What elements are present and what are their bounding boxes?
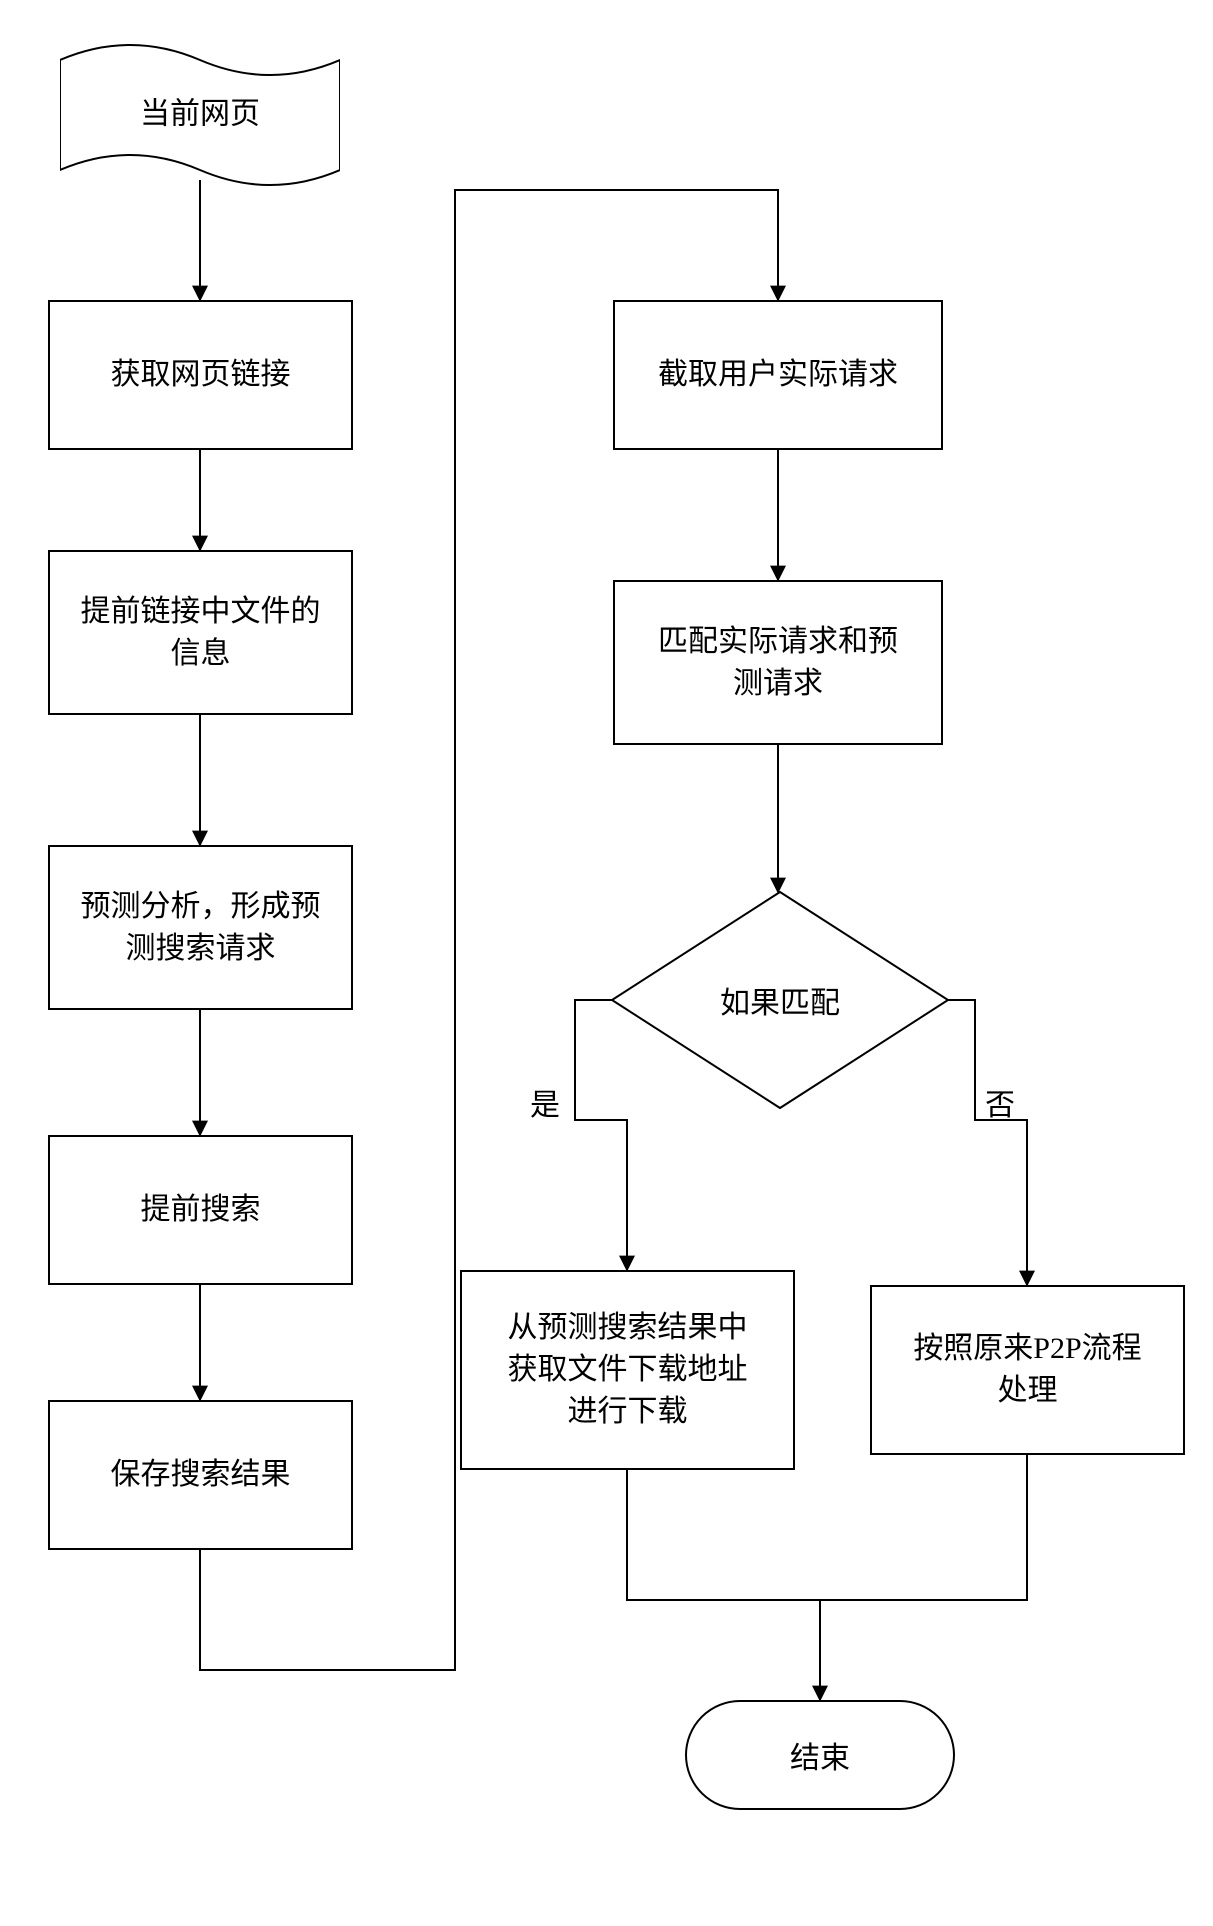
node-end-label: 结束 xyxy=(790,1733,850,1777)
node-end: 结束 xyxy=(685,1700,955,1810)
node-capture-request: 截取用户实际请求 xyxy=(613,300,943,450)
node-file-info-label: 提前链接中文件的 信息 xyxy=(81,591,321,675)
node-get-links: 获取网页链接 xyxy=(48,300,353,450)
node-predict-label: 预测分析，形成预 测搜索请求 xyxy=(81,886,321,970)
node-match: 匹配实际请求和预 测请求 xyxy=(613,580,943,745)
node-match-label: 匹配实际请求和预 测请求 xyxy=(658,621,898,705)
edge-label-yes: 是 xyxy=(530,1080,560,1124)
node-decision-label: 如果匹配 xyxy=(610,978,950,1022)
node-yes-result: 从预测搜索结果中 获取文件下载地址 进行下载 xyxy=(460,1270,795,1470)
node-decision: 如果匹配 xyxy=(610,890,950,1110)
node-search: 提前搜索 xyxy=(48,1135,353,1285)
node-no-result: 按照原来P2P流程 处理 xyxy=(870,1285,1185,1455)
node-save-label: 保存搜索结果 xyxy=(111,1454,291,1496)
node-capture-request-label: 截取用户实际请求 xyxy=(658,354,898,396)
node-start-label: 当前网页 xyxy=(60,89,340,133)
node-predict: 预测分析，形成预 测搜索请求 xyxy=(48,845,353,1010)
edge-label-no: 否 xyxy=(985,1080,1015,1124)
node-search-label: 提前搜索 xyxy=(141,1189,261,1231)
node-save: 保存搜索结果 xyxy=(48,1400,353,1550)
node-file-info: 提前链接中文件的 信息 xyxy=(48,550,353,715)
node-yes-result-label: 从预测搜索结果中 获取文件下载地址 进行下载 xyxy=(508,1307,748,1433)
node-no-result-label: 按照原来P2P流程 处理 xyxy=(913,1328,1141,1412)
node-start: 当前网页 xyxy=(60,40,340,190)
node-get-links-label: 获取网页链接 xyxy=(111,354,291,396)
